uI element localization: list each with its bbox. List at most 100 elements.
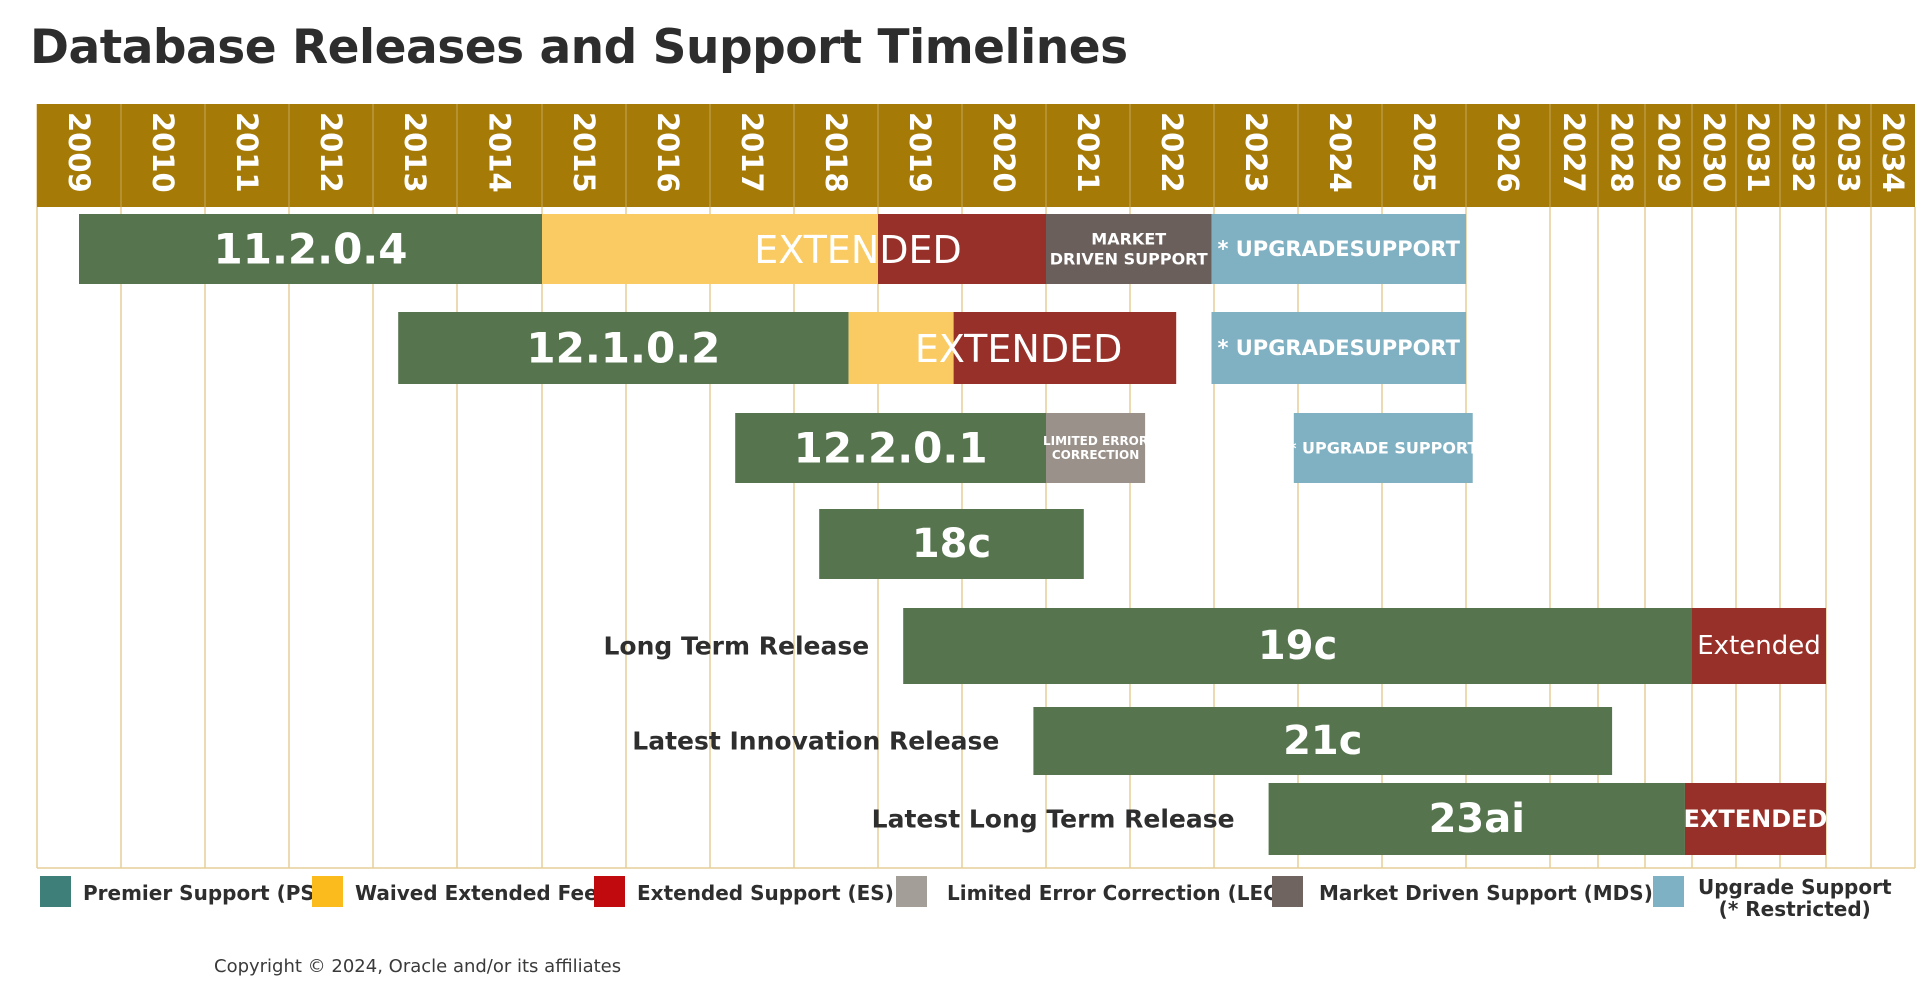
release-row-18c: 18c: [819, 509, 1084, 579]
legend-label-us: Upgrade Support (* Restricted): [1698, 876, 1892, 920]
year-tick-label: 2015: [567, 112, 601, 193]
legend-label-us-line1: Upgrade Support: [1698, 875, 1892, 899]
release-version-label: 23ai: [1429, 796, 1525, 842]
year-tick-label: 2028: [1605, 112, 1639, 193]
legend-label-us-line2: (* Restricted): [1718, 897, 1871, 921]
bar-segment-es: [1684, 783, 1826, 855]
bar-segment-ps: [1268, 783, 1685, 855]
year-tick-label: 2019: [903, 112, 937, 193]
legend-item-waived-extended-fee: Waived Extended Fee: [312, 876, 598, 907]
year-tick-label: 2025: [1407, 112, 1441, 193]
legend-swatch-wef: [312, 876, 343, 907]
year-tick-label: 2023: [1239, 112, 1273, 193]
year-tick-label: 2029: [1652, 112, 1686, 193]
support-timeline-chart: 2009 2010 2011 2012 2013 2014 2015 2016 2017 2018…: [36, 104, 1916, 869]
year-tick-label: 2033: [1832, 112, 1866, 193]
legend-swatch-ps: [40, 876, 71, 907]
legend-item-premier-support: Premier Support (PS): [40, 876, 324, 907]
segment-label-line1: MARKET: [1091, 230, 1166, 249]
bar-segment-ps: [819, 509, 1084, 579]
release-version-label: 11.2.0.4: [214, 225, 408, 274]
year-tick-label: 2018: [819, 112, 853, 193]
legend-item-limited-error-correction: Limited Error Correction (LEC): [896, 876, 1287, 907]
year-tick-label: 2034: [1876, 112, 1910, 193]
year-tick-label: 2010: [146, 112, 180, 193]
bar-segment-wef: [848, 312, 954, 384]
bar-segment-ps: [735, 413, 1046, 483]
legend-item-market-driven-support: Market Driven Support (MDS): [1272, 876, 1653, 907]
legend-item-upgrade-support: Upgrade Support (* Restricted): [1653, 876, 1892, 920]
legend-swatch-lec: [896, 876, 927, 907]
year-tick-label: 2022: [1155, 112, 1189, 193]
release-type-label: Latest Long Term Release: [872, 805, 1235, 834]
legend-label-es: Extended Support (ES): [637, 881, 894, 905]
bar-segment-ps: [398, 312, 849, 384]
legend-label-lec: Limited Error Correction (LEC): [947, 881, 1287, 905]
upgrade-support-label: * UPGRADESUPPORT: [1217, 237, 1460, 261]
release-version-label: 18c: [912, 521, 991, 567]
legend-item-extended-support: Extended Support (ES): [594, 876, 894, 907]
segment-label-line2: DRIVEN SUPPORT: [1050, 250, 1208, 269]
year-tick-label: 2031: [1741, 112, 1775, 193]
bar-segment-ps: [1033, 707, 1613, 775]
bar-segment-us: [1211, 312, 1466, 384]
release-row-23ai: 23ai EXTENDED: [1268, 783, 1827, 855]
year-tick-label: 2012: [314, 112, 348, 193]
release-row-21c: 21c: [1033, 707, 1613, 775]
release-row-12-1-0-2: 12.1.0.2 * UPGRADESUPPORT EXTENDED: [398, 312, 1466, 384]
page-title: Database Releases and Support Timelines: [30, 20, 1128, 75]
year-tick-label: 2011: [230, 112, 264, 193]
year-tick-label: 2016: [651, 112, 685, 193]
release-side-labels: Long Term Release Latest Innovation Relea…: [603, 632, 1234, 834]
bar-segment-wef: [542, 214, 878, 284]
year-tick-label: 2026: [1491, 112, 1525, 193]
upgrade-support-label: * UPGRADE SUPPORT: [1288, 439, 1478, 458]
year-header-band: [37, 104, 1915, 207]
release-version-label: 21c: [1283, 718, 1362, 764]
year-tick-label: 2009: [62, 112, 96, 193]
extended-label: EXTENDED: [1683, 805, 1827, 833]
upgrade-support-label: * UPGRADESUPPORT: [1217, 336, 1460, 360]
extended-label: Extended: [1697, 631, 1821, 661]
extended-overlay-label: EXTENDED: [754, 228, 962, 272]
legend: Premier Support (PS) Waived Extended Fee…: [40, 876, 1900, 936]
year-tick-label: 2027: [1557, 112, 1591, 193]
year-tick-label: 2017: [735, 112, 769, 193]
year-header: 2009 2010 2011 2012 2013 2014 2015 2016 2017 2018…: [37, 104, 1915, 207]
bar-segment-mds: [1046, 214, 1212, 284]
legend-swatch-es: [594, 876, 625, 907]
bar-segment-es: [1692, 608, 1826, 684]
release-version-label: 12.2.0.1: [794, 424, 988, 473]
year-tick-label: 2032: [1786, 112, 1820, 193]
extended-overlay-label: EXTENDED: [915, 327, 1123, 371]
release-version-label: 19c: [1258, 623, 1337, 669]
legend-swatch-mds: [1272, 876, 1303, 907]
bar-segment-us: [1211, 214, 1466, 284]
legend-label-ps: Premier Support (PS): [83, 881, 324, 905]
segment-label-line1: LIMITED ERROR: [1043, 434, 1148, 448]
legend-label-wef: Waived Extended Fee: [355, 881, 598, 905]
release-type-label: Latest Innovation Release: [632, 727, 999, 756]
release-row-19c: 19c Extended: [903, 608, 1826, 684]
bar-segment-ps: [903, 608, 1692, 684]
segment-label-line2: CORRECTION: [1052, 448, 1139, 462]
year-tick-label: 2020: [987, 112, 1021, 193]
bar-segment-ps: [79, 214, 542, 284]
year-tick-label: 2013: [398, 112, 432, 193]
year-tick-label: 2014: [483, 112, 517, 193]
bar-segment-us: [1293, 413, 1473, 483]
legend-swatch-us: [1653, 876, 1684, 907]
release-type-label: Long Term Release: [603, 632, 869, 661]
bar-segment-es: [953, 312, 1177, 384]
bar-segment-lec: [1046, 413, 1146, 483]
bar-segment-es: [878, 214, 1046, 284]
year-tick-label: 2024: [1323, 112, 1357, 193]
year-tick-label: 2030: [1697, 112, 1731, 193]
legend-label-mds: Market Driven Support (MDS): [1319, 881, 1653, 905]
copyright-notice: Copyright © 2024, Oracle and/or its affi…: [214, 956, 622, 977]
release-version-label: 12.1.0.2: [526, 324, 720, 373]
year-tick-label: 2021: [1071, 112, 1105, 193]
